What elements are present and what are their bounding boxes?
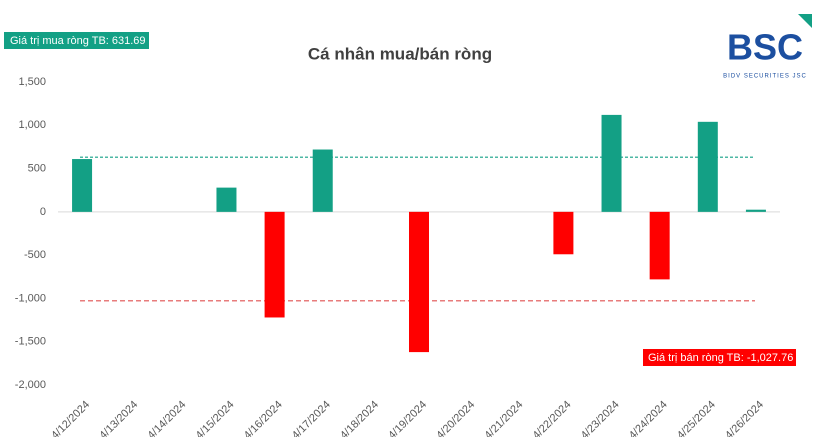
x-tick-label: 4/14/2024 [145, 399, 188, 437]
bar [745, 209, 766, 212]
x-tick-label: 4/16/2024 [242, 399, 285, 437]
y-tick-label: -2,000 [15, 379, 46, 391]
x-tick-label: 4/23/2024 [579, 399, 622, 437]
y-tick-label: -1,500 [15, 336, 46, 348]
bar [553, 211, 574, 255]
y-tick-label: 1,500 [18, 76, 46, 88]
x-tick-label: 4/19/2024 [386, 399, 429, 437]
x-tick-label: 4/26/2024 [723, 399, 766, 437]
reference-label: Giá trị mua ròng TB: 631.69 [10, 35, 146, 47]
logo: BSC BIDV SECURITIES JSC [723, 14, 812, 80]
chart-title: Cá nhân mua/bán ròng [308, 44, 492, 63]
reference-label: Giá trị bán ròng TB: -1,027.76 [648, 352, 793, 364]
x-tick-label: 4/20/2024 [434, 399, 477, 437]
y-tick-label: -1,000 [15, 292, 46, 304]
x-tick-label: 4/21/2024 [482, 399, 525, 437]
x-tick-label: 4/24/2024 [627, 399, 670, 437]
y-tick-label: 0 [40, 206, 46, 218]
x-tick-label: 4/25/2024 [675, 399, 718, 437]
bar [312, 149, 333, 212]
x-tick-label: 4/15/2024 [194, 399, 237, 437]
x-tick-label: 4/12/2024 [49, 399, 92, 437]
logo-subtitle: BIDV SECURITIES JSC [723, 74, 807, 80]
y-tick-label: -500 [24, 249, 46, 261]
bar [649, 211, 670, 280]
bar [264, 211, 285, 318]
x-tick-label: 4/22/2024 [530, 399, 573, 437]
bar [601, 114, 622, 212]
bar [72, 159, 93, 212]
bar [216, 187, 237, 212]
reference-badge [643, 349, 796, 366]
logo-mark [798, 14, 812, 28]
y-tick-label: 500 [28, 162, 46, 174]
bar [697, 121, 718, 212]
logo-name: BSC [727, 27, 803, 68]
bar [409, 211, 429, 353]
x-tick-label: 4/18/2024 [338, 399, 381, 437]
x-tick-label: 4/13/2024 [97, 399, 140, 437]
y-tick-label: 1,000 [18, 119, 46, 131]
reference-badge [4, 32, 149, 49]
x-tick-label: 4/17/2024 [290, 399, 333, 437]
